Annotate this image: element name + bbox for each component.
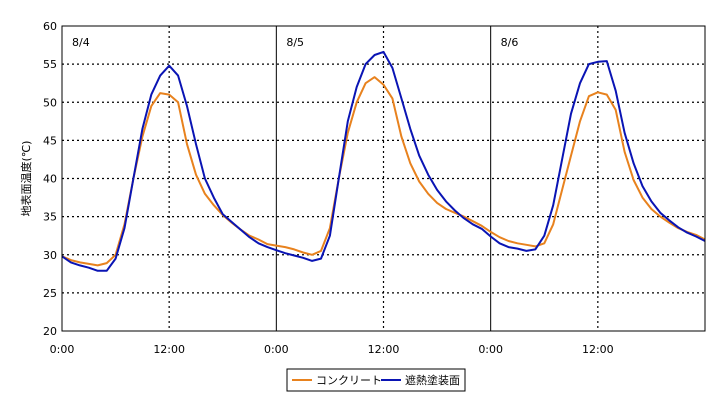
legend-box: [286, 368, 466, 392]
x-tick-label: 12:00: [153, 343, 185, 356]
y-tick-label: 30: [43, 249, 57, 262]
y-axis-label: 地表面温度(℃): [19, 141, 33, 217]
plot-frame: [61, 25, 706, 332]
y-tick-label: 60: [43, 20, 57, 33]
day-label: 8/6: [501, 36, 519, 49]
legend: コンクリート 遮熱塗装面: [286, 368, 466, 392]
series-line-2: [61, 50, 706, 272]
y-tick-label: 45: [43, 134, 57, 147]
legend-label: 遮熱塗装面: [405, 373, 460, 387]
series-line-1: [61, 76, 706, 267]
axes: 20 25 30 35 40 45 50 55 60 0:00 12:00 0:00 12:00 0:00…: [43, 20, 706, 356]
y-tick-label: 40: [43, 173, 57, 186]
series-lines: [61, 50, 706, 272]
x-tick-label: 0:00: [50, 343, 75, 356]
grid-lines: [62, 26, 705, 331]
x-tick-label: 12:00: [582, 343, 614, 356]
x-tick-label: 12:00: [368, 343, 400, 356]
y-tick-label: 50: [43, 96, 57, 109]
y-tick-label: 55: [43, 58, 57, 71]
day-label: 8/4: [72, 36, 90, 49]
legend-label: コンクリート: [316, 374, 382, 387]
x-tick-label: 0:00: [264, 343, 289, 356]
y-tick-label: 25: [43, 287, 57, 300]
y-tick-label: 35: [43, 211, 57, 224]
day-label: 8/5: [286, 36, 304, 49]
x-tick-label: 0:00: [478, 343, 503, 356]
y-tick-label: 20: [43, 325, 57, 338]
